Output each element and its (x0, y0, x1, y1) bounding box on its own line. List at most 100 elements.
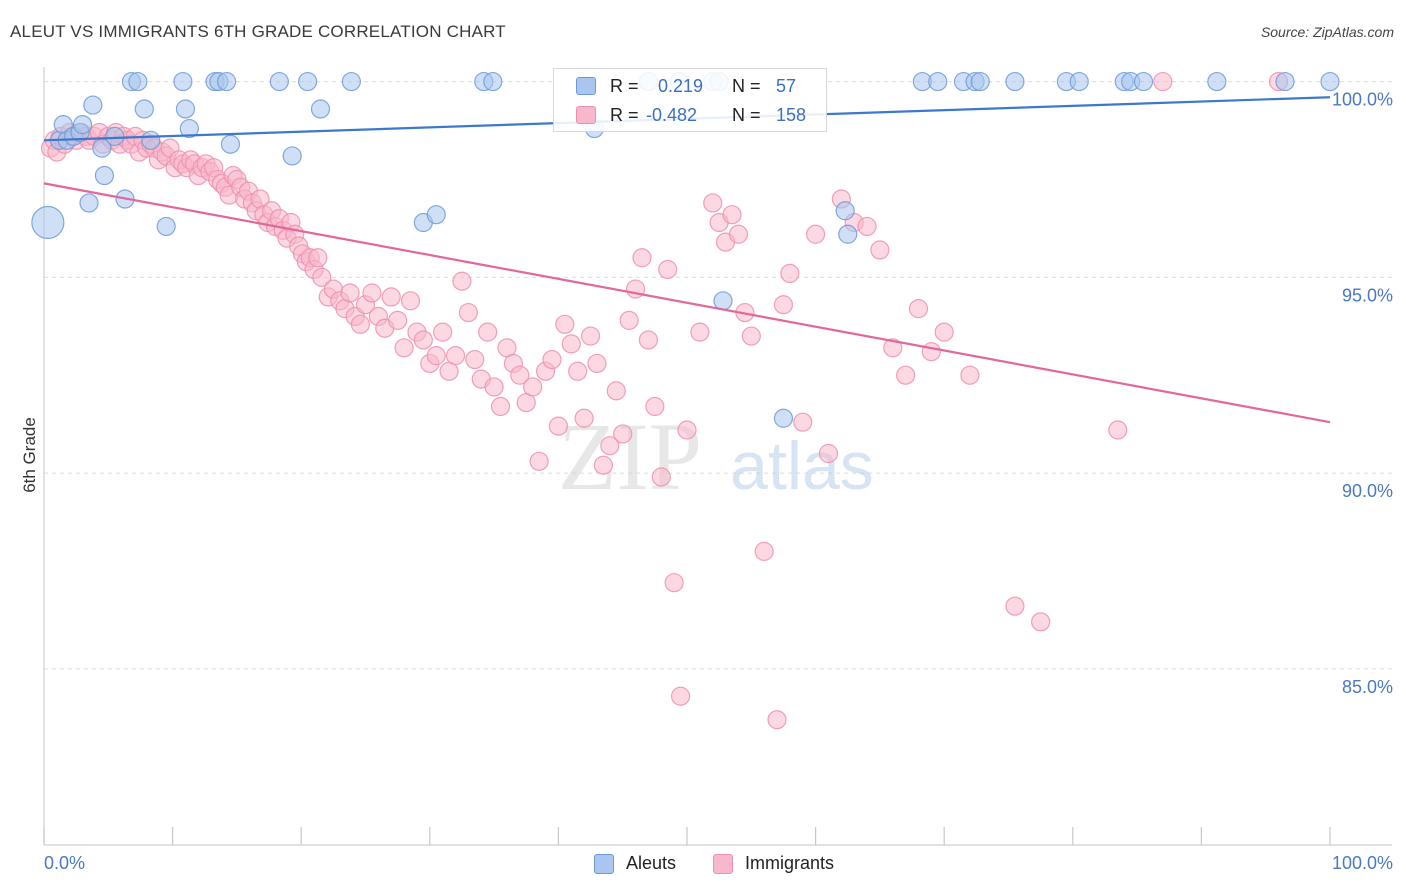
immigrant-point (308, 248, 328, 268)
immigrant-point (510, 365, 530, 385)
immigrant-legend-label: Immigrants (745, 853, 835, 873)
immigrant-point (741, 326, 761, 346)
watermark-atlas: atlas (730, 428, 874, 504)
aleut-point (282, 146, 302, 166)
x-tick-label-max: 100.0% (1332, 853, 1393, 873)
immigrant-point (400, 291, 421, 311)
immigrant-point (703, 193, 723, 213)
immigrant-point (921, 342, 941, 362)
immigrant-point (484, 377, 504, 397)
immigrant-point (478, 322, 498, 342)
immigrant-point (388, 310, 408, 330)
aleut-point (175, 99, 196, 119)
immigrant-legend-swatch (713, 854, 733, 874)
aleut-point (970, 71, 990, 92)
aleut-point (1005, 71, 1025, 92)
y-axis-label: 6th Grade (20, 417, 39, 493)
aleut-r-value: 0.219 (658, 76, 704, 96)
immigrant-point (542, 349, 562, 370)
aleut-point (141, 130, 161, 150)
aleut-point (1320, 71, 1340, 92)
correlation-legend: R = 0.219 N = 57 R = -0.482 N = 158 (553, 68, 827, 132)
aleut-point (220, 134, 241, 154)
immigrant-r-value: -0.482 (646, 105, 698, 125)
n-label: N = (732, 76, 761, 96)
immigrant-n-value: 158 (776, 105, 807, 125)
immigrant-point (670, 686, 691, 706)
immigrant-point (773, 295, 794, 315)
aleut-point (79, 193, 99, 213)
immigrant-point (818, 443, 839, 464)
immigrant-point (645, 396, 665, 417)
immigrant-point (1031, 612, 1051, 632)
immigrant-point (934, 322, 954, 342)
aleut-point (134, 99, 154, 119)
immigrant-point (780, 263, 800, 284)
immigrant-point (767, 710, 787, 730)
immigrant-point (857, 216, 877, 237)
y-tick-label: 85.0% (1342, 677, 1393, 697)
immigrant-point (883, 338, 903, 358)
immigrant-point (722, 205, 742, 225)
immigrant-point (613, 424, 633, 444)
immigrant-point (793, 412, 813, 432)
immigrant-point (394, 338, 414, 358)
axes-layer (43, 67, 1392, 846)
immigrant-point (568, 361, 588, 381)
aleut-point (83, 95, 103, 115)
aleut-point (341, 71, 361, 92)
immigrant-point (632, 248, 652, 268)
aleut-point (72, 115, 93, 135)
aleut-point (179, 118, 199, 139)
immigrant-point (548, 416, 569, 436)
grid-layer (44, 81, 1392, 670)
chart-title: ALEUT VS IMMIGRANTS 6TH GRADE CORRELATIO… (10, 22, 506, 41)
immigrant-point (490, 396, 511, 417)
immigrant-point (350, 314, 370, 334)
immigrant-point (426, 346, 446, 366)
immigrant-point (619, 310, 639, 330)
immigrant-point (664, 573, 684, 593)
immigrant-point (381, 287, 401, 307)
immigrant-point (433, 322, 453, 342)
aleut-swatch (576, 77, 596, 95)
aleut-point (217, 71, 237, 92)
legend-row-immigrant: R = -0.482 N = 158 (554, 100, 826, 130)
immigrant-point (555, 314, 575, 334)
aleut-point (310, 99, 331, 119)
aleut-point (773, 408, 794, 428)
immigrant-point (870, 240, 890, 260)
immigrant-point (960, 365, 980, 385)
r-label: R = (610, 105, 639, 125)
aleut-point (94, 165, 115, 186)
immigrant-point (728, 224, 749, 244)
immigrant-point (529, 451, 549, 471)
aleut-point (173, 71, 193, 92)
aleut-point (1133, 71, 1154, 92)
r-label: R = (610, 76, 639, 96)
immigrant-point (523, 377, 543, 397)
immigrant-point (587, 353, 607, 374)
immigrant-point (593, 455, 614, 475)
aleut-point (31, 205, 65, 240)
watermark: ZIP atlas (558, 403, 874, 510)
aleut-point (1275, 71, 1295, 92)
immigrant-point (574, 408, 594, 428)
immigrant-point (458, 302, 478, 323)
aleut-point (835, 201, 855, 221)
aleut-point (838, 224, 858, 244)
aleut-legend-label: Aleuts (626, 853, 677, 873)
immigrant-point (908, 299, 929, 319)
tick-labels: 85.0% 90.0% 95.0% 100.0% 0.0% 100.0% (44, 90, 1393, 873)
immigrant-point (606, 381, 626, 401)
immigrant-point (638, 330, 659, 350)
aleut-point (105, 126, 125, 146)
immigrant-point (658, 259, 678, 280)
immigrant-points (40, 71, 1289, 730)
x-tick-label-min: 0.0% (44, 853, 85, 873)
source-credit: Source: ZipAtlas.com (1260, 24, 1394, 40)
immigrant-point (1153, 71, 1173, 92)
y-tick-label: 90.0% (1342, 481, 1393, 501)
immigrant-point (561, 334, 581, 354)
legend-row-aleut: R = 0.219 N = 57 (554, 71, 826, 101)
